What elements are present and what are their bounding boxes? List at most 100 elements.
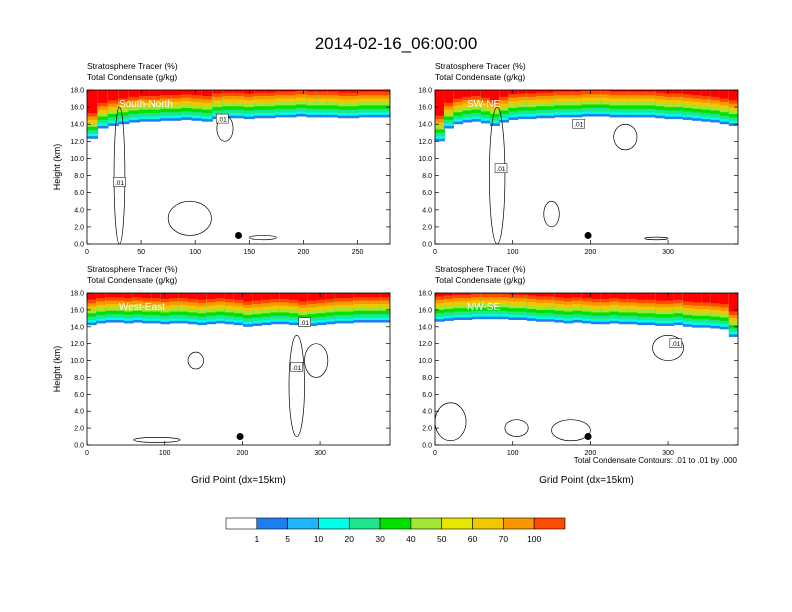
y-tick-label: 0.0 xyxy=(74,242,84,249)
tracer-cell xyxy=(508,293,519,295)
tracer-cell xyxy=(618,293,629,299)
tracer-cell xyxy=(188,293,198,299)
panel-3: Stratosphere Tracer (%)Total Condensate … xyxy=(52,264,391,486)
y-tick-label: 0.0 xyxy=(74,443,84,450)
x-tick-label: 300 xyxy=(662,450,674,457)
tracer-cell xyxy=(719,293,730,304)
x-tick-label: 100 xyxy=(189,249,201,256)
x-tick-label: 100 xyxy=(507,450,519,457)
tracer-cell xyxy=(279,293,290,299)
tracer-cell xyxy=(114,293,125,298)
x-tick-label: 300 xyxy=(314,450,326,457)
x-tick-label: 0 xyxy=(85,249,89,256)
contour-label: .01 xyxy=(300,320,309,327)
colorbar-label: 5 xyxy=(285,534,290,544)
condensate-contour xyxy=(167,200,212,236)
x-tick-label: 50 xyxy=(137,249,145,256)
tracer-cell xyxy=(719,90,730,99)
tracer-cell xyxy=(655,90,666,93)
tracer-cell xyxy=(618,90,629,92)
x-tick-label: 300 xyxy=(662,249,674,256)
panel-header-line: Stratosphere Tracer (%) xyxy=(435,264,526,274)
y-tick-label: 12.0 xyxy=(70,139,84,146)
plot-area: .01 xyxy=(435,293,738,445)
tracer-cell xyxy=(581,90,592,95)
panel-frame xyxy=(434,89,739,245)
tracer-cell xyxy=(128,90,140,97)
contour-label-box xyxy=(216,113,229,124)
y-tick-label: 6.0 xyxy=(74,190,84,197)
contour-label-box xyxy=(290,362,304,372)
tracer-cell xyxy=(285,90,297,92)
contour-label-box xyxy=(669,338,683,348)
x-tick-label: 0 xyxy=(85,450,89,457)
tracer-cell xyxy=(664,90,675,94)
tracer-cell xyxy=(462,293,473,299)
y-tick-label: 0.0 xyxy=(422,242,432,249)
tracer-cell xyxy=(107,90,119,101)
tracer-cell xyxy=(517,90,528,94)
tracer-cell xyxy=(197,293,207,300)
panel-header-line: Stratosphere Tracer (%) xyxy=(435,61,526,71)
tracer-cell xyxy=(264,90,276,96)
contour-label: .01 xyxy=(497,166,506,173)
tracer-cell xyxy=(609,90,620,92)
tracer-cell xyxy=(337,90,349,93)
tracer-cell xyxy=(160,90,172,96)
tracer-cell xyxy=(480,293,491,298)
tracer-cell xyxy=(508,90,519,95)
tracer-cell xyxy=(295,90,308,95)
colorbar-bin xyxy=(503,517,535,530)
colorbar-bin xyxy=(348,517,381,530)
tracer-cell xyxy=(254,90,266,93)
y-tick-label: 14.0 xyxy=(418,324,432,331)
contour-label: .01 xyxy=(574,122,583,129)
tracer-cell xyxy=(275,90,287,92)
panel-frame xyxy=(434,292,739,446)
tracer-cell xyxy=(435,90,445,116)
location-marker xyxy=(584,433,592,441)
tracer-cell xyxy=(327,90,339,96)
tracer-cell xyxy=(646,293,656,300)
tracer-cell xyxy=(371,293,382,298)
plot-area: .01 .01 xyxy=(87,90,390,244)
tracer-cell xyxy=(369,90,381,96)
tracer-cell xyxy=(609,293,620,299)
tracer-cell xyxy=(87,90,99,114)
tracer-cell xyxy=(545,293,555,297)
tracer-cell xyxy=(646,90,656,96)
x-tick-label: 200 xyxy=(298,249,310,256)
colorbar-bin xyxy=(256,517,288,530)
contour-label: .01 xyxy=(292,365,301,372)
tracer-cell xyxy=(526,293,537,296)
tracer-cell xyxy=(435,293,445,297)
colorbar: 1 5 10 20 30 40 50 60 70 100 xyxy=(225,517,566,544)
tracer-cell xyxy=(701,293,712,303)
contour-label-box xyxy=(494,163,508,173)
tracer-cell xyxy=(692,293,702,303)
panel-header-line: Stratosphere Tracer (%) xyxy=(87,61,178,71)
colorbar-bin xyxy=(225,517,258,530)
colorbar-bin xyxy=(441,517,473,530)
tracer-cell xyxy=(554,90,565,96)
tracer-cell xyxy=(655,293,666,301)
y-axis-label: Height (km) xyxy=(52,144,62,191)
tracer-cell xyxy=(609,90,620,96)
panel-header-line: Total Condensate (g/kg) xyxy=(87,72,177,82)
tracer-cell xyxy=(545,90,555,93)
tracer-cell xyxy=(270,293,281,299)
y-tick-label: 18.0 xyxy=(70,291,84,298)
y-tick-label: 6.0 xyxy=(422,392,432,399)
panel-header-line: Total Condensate (g/kg) xyxy=(435,72,525,82)
x-tick-label: 200 xyxy=(585,450,597,457)
tracer-cell xyxy=(222,90,234,96)
panel-header-line: Total Condensate (g/kg) xyxy=(87,275,177,285)
contour-label: .01 xyxy=(218,117,227,124)
condensate-contour xyxy=(133,437,181,443)
tracer-cell xyxy=(563,293,574,299)
panel-title: SW-NE xyxy=(467,99,500,110)
condensate-contour xyxy=(187,351,204,370)
tracer-cell xyxy=(337,90,349,96)
tracer-cell xyxy=(673,293,684,300)
tracer-cell xyxy=(462,293,473,295)
